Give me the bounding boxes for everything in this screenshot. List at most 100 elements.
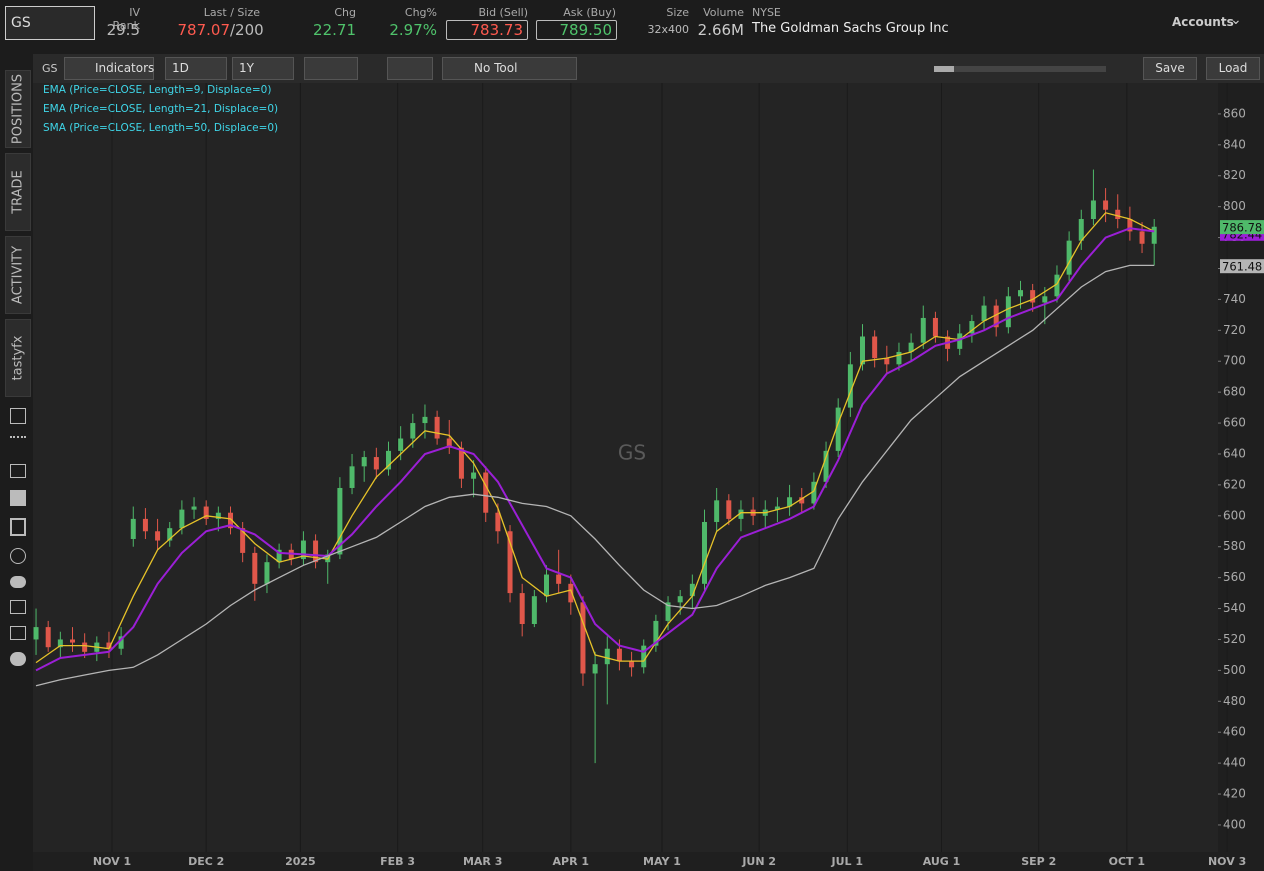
range-select[interactable]: 1Y xyxy=(232,57,294,80)
candle-body xyxy=(835,407,841,451)
accounts-caret[interactable]: ⌄ xyxy=(1230,12,1242,28)
candle-body xyxy=(215,512,221,519)
candle-body xyxy=(884,358,890,365)
label: Volume xyxy=(703,6,744,19)
time-axis-bg xyxy=(33,852,1264,871)
y-tick-label: 680 xyxy=(1223,385,1246,399)
candle-body xyxy=(1054,274,1060,297)
accounts[interactable]: Accounts xyxy=(1172,15,1234,29)
chart-style-select[interactable] xyxy=(304,57,358,80)
candle-body xyxy=(726,500,732,519)
candle-body xyxy=(932,317,938,337)
candle-body xyxy=(860,336,865,365)
candle-body xyxy=(799,497,805,504)
watermark: GS xyxy=(618,441,646,465)
top-bar: GS IV Rank 29.5 Last / Size 787.07 /200 … xyxy=(0,0,1264,47)
candle-body xyxy=(908,342,914,352)
y-tick-label: 560 xyxy=(1223,570,1246,584)
candle-body xyxy=(787,497,793,507)
y-tick-label: 600 xyxy=(1223,508,1246,522)
candle-body xyxy=(130,518,136,539)
icon[interactable] xyxy=(10,518,26,536)
symbol-input[interactable]: GS xyxy=(5,6,95,40)
candle-body xyxy=(993,305,999,328)
icon[interactable] xyxy=(10,626,26,640)
side-tab[interactable]: tastyfx xyxy=(5,319,31,397)
candle-body xyxy=(167,528,173,541)
save-button[interactable]: Save xyxy=(1143,57,1197,80)
y-tick-label: 460 xyxy=(1223,725,1246,739)
side-tab[interactable]: POSITIONS xyxy=(5,70,31,148)
candle-body xyxy=(446,438,452,448)
drawing-select[interactable] xyxy=(387,57,433,80)
candle-body xyxy=(264,562,270,584)
icon[interactable] xyxy=(10,408,26,424)
candle-body xyxy=(434,416,440,439)
candle-body xyxy=(568,583,574,603)
candle-body xyxy=(106,642,112,649)
y-tick-label: 580 xyxy=(1223,539,1246,553)
plot-bg xyxy=(33,83,1218,852)
candle-body xyxy=(386,450,391,470)
label: NYSE xyxy=(752,6,781,19)
candle-body xyxy=(410,423,416,439)
ask[interactable]: 789.50 xyxy=(536,20,617,40)
y-tick-label: 700 xyxy=(1223,354,1246,368)
icon[interactable] xyxy=(10,576,26,588)
y-tick-label: 720 xyxy=(1223,323,1246,337)
candle-body xyxy=(191,506,197,510)
side-tab[interactable]: ACTIVITY xyxy=(5,236,31,314)
price-marker-label: 786.78 xyxy=(1222,221,1262,235)
side-tab-label: TRADE xyxy=(10,170,26,214)
x-tick-label: OCT 1 xyxy=(1109,855,1145,868)
aggregation-select[interactable]: 1D xyxy=(165,57,227,80)
icon[interactable] xyxy=(10,490,26,506)
indicators-button[interactable]: Indicators xyxy=(64,57,154,80)
candle-body xyxy=(1042,296,1048,303)
side-icons xyxy=(10,408,26,666)
value: 32x400 xyxy=(647,23,689,36)
candle-body xyxy=(57,639,63,648)
icon[interactable] xyxy=(10,652,26,666)
y-tick-label: 860 xyxy=(1223,106,1246,120)
candle-body xyxy=(240,528,246,553)
label: Last / Size xyxy=(203,6,260,19)
candle-body xyxy=(1127,219,1133,232)
moving-average xyxy=(35,264,1155,687)
x-tick-label: SEP 2 xyxy=(1021,855,1056,868)
icon[interactable] xyxy=(10,548,26,564)
candle-body xyxy=(544,574,549,597)
y-tick-label: 660 xyxy=(1223,416,1246,430)
zoom-slider[interactable] xyxy=(934,66,1106,72)
tool-select[interactable]: No Tool xyxy=(442,57,577,80)
price-marker xyxy=(1220,220,1264,235)
candle-body xyxy=(1151,226,1157,244)
label: Size xyxy=(666,6,689,19)
icon[interactable] xyxy=(10,436,26,452)
value: /200 xyxy=(230,21,264,39)
candle-body xyxy=(920,317,926,343)
candle-body xyxy=(422,416,428,424)
bid[interactable]: 783.73 xyxy=(446,20,528,40)
candle-body xyxy=(1078,219,1084,241)
candle-body xyxy=(1018,290,1023,297)
candle-body xyxy=(471,472,477,479)
candle-body xyxy=(641,645,647,668)
icon[interactable] xyxy=(10,600,26,614)
label: Ask (Buy) xyxy=(563,6,616,19)
candle-body xyxy=(179,509,185,529)
label: Bid (Sell) xyxy=(478,6,528,19)
candle-body xyxy=(1005,296,1011,328)
candle-body xyxy=(458,447,464,479)
candle-body xyxy=(519,593,525,625)
zoom-thumb[interactable] xyxy=(934,66,954,72)
icon[interactable] xyxy=(10,464,26,478)
load-button[interactable]: Load xyxy=(1206,57,1260,80)
candle-body xyxy=(398,438,404,451)
value: 2.97% xyxy=(389,21,437,39)
side-tab[interactable]: TRADE xyxy=(5,153,31,231)
x-tick-label: AUG 1 xyxy=(923,855,961,868)
label: Chg xyxy=(334,6,356,19)
candle-body xyxy=(665,602,671,621)
value: 787.07 xyxy=(177,21,231,39)
